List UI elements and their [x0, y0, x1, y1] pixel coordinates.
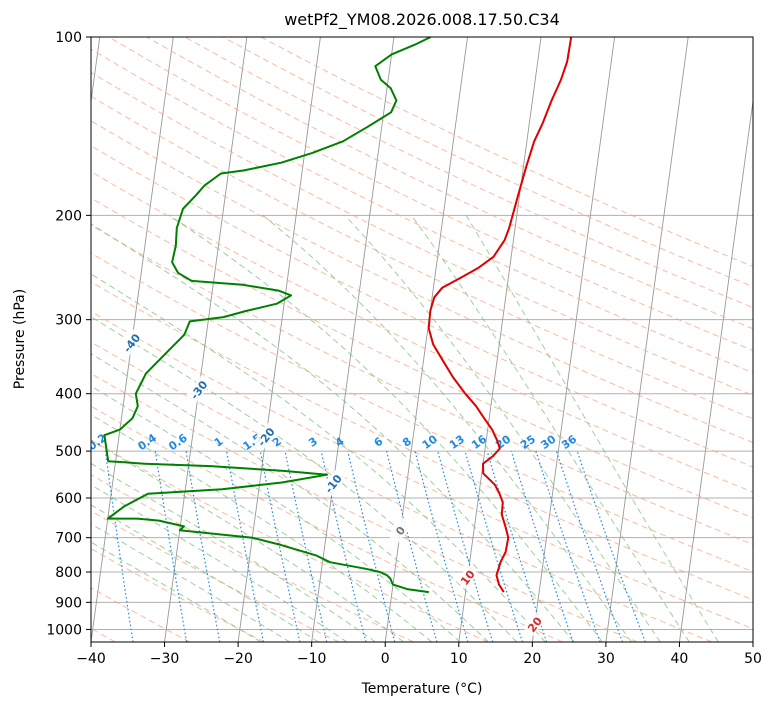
temperature-profile-line — [427, 37, 573, 593]
moist-adiabat-line — [168, 214, 603, 642]
x-tick-label: 50 — [744, 651, 762, 667]
y-tick-label: 300 — [55, 313, 82, 329]
isopleth-labels: 0.10.20.40.611.52346810131620253036-100-… — [0, 235, 579, 637]
dry-adiabat-line — [146, 37, 753, 330]
isotherm-line — [531, 37, 616, 642]
x-axis: −40 −30 −20 −10 0 10 20 30 40 50 — [76, 642, 762, 667]
moist-adiabat-line — [91, 353, 489, 642]
y-tick-label: 500 — [55, 444, 82, 460]
dry-adiabat-line — [91, 341, 712, 642]
moist-adiabat-line — [91, 504, 319, 642]
mixing-ratio-line — [259, 450, 301, 642]
dry-adiabat-line — [91, 95, 753, 420]
moist-adiabat-line — [344, 214, 661, 642]
dry-adiabat-line — [222, 37, 753, 288]
x-tick-label: −30 — [150, 651, 180, 667]
dry-adiabat-line — [91, 224, 753, 545]
mixing-ratio-line — [226, 450, 265, 642]
y-axis-label: Pressure (hPa) — [12, 289, 28, 389]
svg-text:-50: -50 — [54, 284, 77, 308]
moist-adiabat-line — [91, 484, 348, 642]
mixing-ratio-line — [104, 451, 134, 642]
y-tick-label: 1000 — [46, 622, 82, 638]
dry-adiabat-line — [91, 197, 753, 519]
isotherm-line — [678, 97, 753, 642]
isotherm-label: -50 — [52, 282, 77, 309]
dry-adiabat-line — [91, 405, 563, 642]
isotherm-line — [605, 37, 689, 642]
x-tick-label: 40 — [671, 651, 689, 667]
mixing-ratio-line — [510, 450, 574, 642]
x-tick-label: −20 — [223, 651, 253, 667]
mixing-ratio-line — [284, 450, 328, 642]
isotherm-line — [237, 37, 321, 642]
moist-adiabat-line — [91, 414, 433, 642]
y-axis: 100 200 300 400 500 600 700 800 900 1000 — [46, 30, 91, 638]
mixing-ratio-line — [535, 450, 601, 642]
dry-adiabat-line — [91, 145, 753, 468]
mixing-ratio-line — [464, 450, 524, 642]
mixing-ratio-line — [555, 450, 624, 642]
plot-background — [91, 37, 753, 642]
moist-adiabat-line — [91, 462, 376, 642]
dry-adiabat-line — [91, 281, 753, 601]
moist-adiabat-line — [91, 541, 262, 642]
plot-frame — [90, 36, 754, 643]
mixing-ratio-line — [437, 450, 494, 642]
x-tick-label: 30 — [597, 651, 615, 667]
y-tick-label: 800 — [55, 565, 82, 581]
mixing-ratio-line — [386, 450, 438, 642]
dry-adiabat-line — [108, 37, 753, 352]
chart-title: wetPf2_YM08.2026.008.17.50.C34 — [284, 10, 560, 30]
x-tick-label: −40 — [76, 651, 106, 667]
dry-adiabat-line — [91, 252, 753, 573]
isotherm-label: 0 — [387, 516, 413, 544]
dry-adiabat-line — [91, 510, 340, 642]
moist-adiabat-line — [91, 523, 291, 642]
moist-adiabat-line — [91, 273, 546, 642]
dry-adiabat-line — [91, 310, 753, 630]
isotherm-line — [164, 37, 248, 642]
moist-adiabat-line — [91, 223, 575, 642]
y-tick-label: 600 — [55, 491, 82, 507]
mixing-ratio-line — [320, 450, 367, 642]
mixing-ratio-line — [576, 450, 646, 642]
sounding-series — [103, 37, 573, 594]
y-tick-label: 900 — [55, 595, 82, 611]
x-axis-label: Temperature (°C) — [361, 681, 483, 697]
moist-adiabat-line — [91, 439, 404, 642]
x-tick-label: 0 — [381, 651, 390, 667]
y-tick-label: 100 — [55, 30, 82, 46]
moist-adiabat-line — [465, 215, 719, 642]
mixing-ratio-line — [347, 450, 396, 642]
mixing-ratio-line — [414, 450, 469, 642]
background-lines — [91, 37, 753, 642]
y-tick-label: 400 — [55, 387, 82, 403]
x-tick-label: −10 — [297, 651, 327, 667]
svg-text:-60: -60 — [0, 237, 9, 261]
x-tick-label: 10 — [450, 651, 468, 667]
dry-adiabat-line — [91, 171, 753, 493]
y-tick-label: 200 — [55, 208, 82, 224]
isotherm-line — [458, 37, 542, 642]
x-tick-label: 20 — [523, 651, 541, 667]
y-tick-label: 700 — [55, 531, 82, 547]
isotherm-line — [91, 37, 101, 105]
isotherm-label: -60 — [0, 235, 9, 262]
moist-adiabat-line — [91, 316, 518, 642]
dry-adiabat-line — [91, 71, 753, 396]
dry-adiabat-line — [91, 548, 265, 642]
isotherm-line — [752, 638, 753, 642]
moist-adiabat-line — [410, 215, 690, 642]
dewpoint-profile-line — [103, 37, 432, 594]
moist-adiabat-line — [262, 214, 632, 642]
